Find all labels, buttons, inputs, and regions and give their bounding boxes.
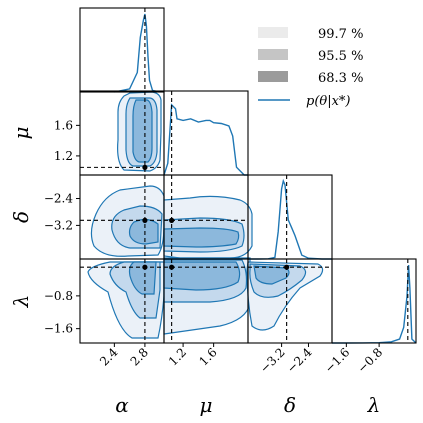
legend-label-997: 99.7 % (318, 27, 363, 42)
contour-683-lambda-alpha (128, 261, 157, 295)
tick-layer: 2.4 2.8 1.2 1.6 −3.2−2.4 −1.6 −0.81.21.6−3.2−2… (44, 118, 385, 375)
legend: 99.7 % 95.5 % 68.3 % p(θ|x*) (258, 27, 363, 109)
ytick-label-1-0: 1.2 (54, 149, 73, 163)
contour-683-delta-alpha (128, 218, 159, 245)
ytick-label-2-0: −3.2 (44, 218, 73, 232)
legend-patch-683 (258, 71, 288, 82)
panel-frame-3-3 (331, 258, 417, 344)
ref-point-1-0 (142, 164, 148, 170)
xaxis-label-1: μ (200, 393, 213, 417)
xtick-label-3-1: −0.8 (355, 345, 386, 376)
xaxis-label-0: α (115, 393, 129, 417)
marginal-curve-1 (163, 103, 248, 176)
panel-frame-0-0 (79, 7, 165, 93)
yaxis-label-3: λ (9, 295, 33, 309)
panel-frame-2-2 (247, 174, 333, 260)
contour-683-mu-alpha (132, 99, 153, 163)
ytick-label-1-1: 1.6 (54, 118, 73, 132)
ref-point-2-0 (142, 217, 148, 223)
contour-layer (87, 91, 324, 339)
legend-label-683: 68.3 % (318, 71, 363, 86)
legend-patch-997 (258, 27, 288, 38)
yaxis-label-2: δ (9, 211, 33, 223)
yaxis-label-1: μ (9, 127, 33, 140)
xtick-label-2-1: −2.4 (284, 345, 315, 376)
legend-patch-955 (258, 49, 288, 60)
ref-point-3-0 (142, 264, 148, 270)
contour-683-lambda-delta (253, 265, 290, 285)
xtick-label-0-1: 2.8 (128, 345, 151, 368)
marginal-curve-3 (332, 264, 417, 344)
marginal-curve-0 (114, 13, 161, 93)
ytick-label-3-0: −1.6 (44, 322, 73, 336)
ref-point-3-2 (284, 264, 290, 270)
reference-layer (80, 8, 409, 343)
marginal-curve-2 (248, 178, 332, 260)
legend-label-posterior: p(θ|x*) (306, 94, 351, 109)
contour-683-delta-mu (163, 227, 240, 248)
xaxis-label-2: δ (284, 393, 296, 417)
contour-683-lambda-mu (163, 261, 241, 291)
xaxis-label-3: λ (367, 393, 381, 417)
xtick-label-1-1: 1.6 (196, 345, 219, 368)
ytick-label-2-1: −2.4 (44, 192, 74, 206)
xtick-label-0-0: 2.4 (97, 345, 121, 369)
frame-layer (79, 7, 417, 344)
legend-label-955: 95.5 % (318, 49, 363, 64)
ref-point-3-1 (169, 264, 175, 270)
xtick-label-3-0: −1.6 (322, 345, 353, 376)
marginal-layer (114, 13, 417, 344)
label-layer: α μ δ λ μ δ λ (9, 127, 380, 418)
xtick-label-2-0: −3.2 (257, 345, 288, 376)
xtick-label-1-0: 1.2 (166, 345, 189, 368)
ref-point-2-1 (169, 217, 175, 223)
ytick-label-3-1: −0.8 (44, 289, 73, 303)
